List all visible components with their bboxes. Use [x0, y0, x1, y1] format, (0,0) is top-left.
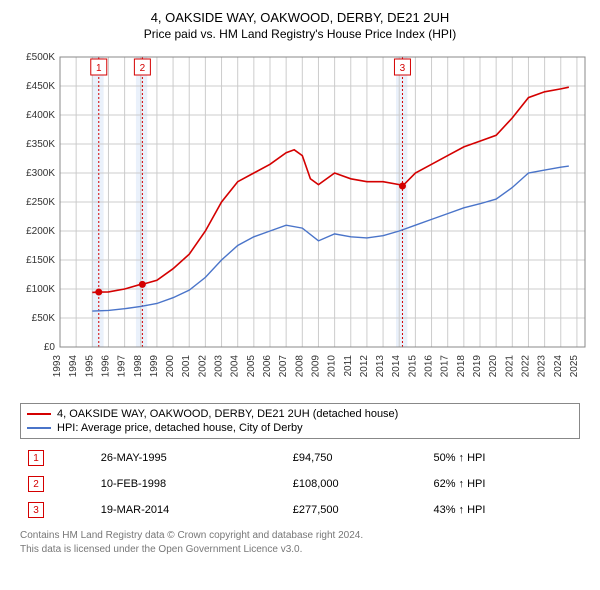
svg-text:£350K: £350K: [26, 139, 55, 150]
svg-text:2008: 2008: [294, 355, 305, 378]
marker-delta: 62% ↑ HPI: [425, 471, 580, 497]
svg-text:2002: 2002: [197, 355, 208, 378]
chart-title-line2: Price paid vs. HM Land Registry's House …: [10, 27, 590, 41]
svg-text:2017: 2017: [440, 355, 451, 378]
sale-markers-table: 1 26-MAY-1995£94,75050% ↑ HPI 2 10-FEB-1998…: [20, 445, 580, 523]
svg-text:1996: 1996: [100, 355, 111, 378]
legend-label: HPI: Average price, detached house, City…: [57, 422, 303, 434]
svg-text:£100K: £100K: [26, 284, 55, 295]
footnote-line2: This data is licensed under the Open Gov…: [20, 543, 580, 557]
svg-text:1995: 1995: [84, 355, 95, 378]
svg-text:2015: 2015: [407, 355, 418, 378]
svg-text:1993: 1993: [52, 355, 63, 378]
svg-text:1: 1: [96, 63, 102, 74]
marker-date: 19-MAR-2014: [93, 497, 285, 523]
svg-text:£300K: £300K: [26, 168, 55, 179]
marker-price: £108,000: [285, 471, 426, 497]
footnote-line1: Contains HM Land Registry data © Crown c…: [20, 529, 580, 543]
svg-text:2021: 2021: [504, 355, 515, 378]
svg-text:1997: 1997: [117, 355, 128, 378]
svg-text:2: 2: [140, 63, 146, 74]
marker-date: 26-MAY-1995: [93, 445, 285, 471]
marker-date: 10-FEB-1998: [93, 471, 285, 497]
svg-text:2018: 2018: [456, 355, 467, 378]
marker-row: 1 26-MAY-1995£94,75050% ↑ HPI: [20, 445, 580, 471]
price-chart: £0 £50K £100K £150K £200K £250K £300K £350K £400…: [10, 47, 590, 397]
svg-text:3: 3: [400, 63, 406, 74]
marker-row: 2 10-FEB-1998£108,00062% ↑ HPI: [20, 471, 580, 497]
marker-delta: 50% ↑ HPI: [425, 445, 580, 471]
legend-swatch: [27, 413, 51, 415]
svg-text:2020: 2020: [488, 355, 499, 378]
marker-price: £277,500: [285, 497, 426, 523]
svg-text:£150K: £150K: [26, 255, 55, 266]
marker-badge: 3: [28, 502, 44, 518]
svg-text:2022: 2022: [520, 355, 531, 378]
svg-text:2024: 2024: [553, 355, 564, 378]
marker-badge: 1: [28, 450, 44, 466]
marker-price: £94,750: [285, 445, 426, 471]
legend-item: 4, OAKSIDE WAY, OAKWOOD, DERBY, DE21 2UH…: [27, 407, 573, 421]
svg-text:2013: 2013: [375, 355, 386, 378]
svg-text:2025: 2025: [569, 355, 580, 378]
marker-delta: 43% ↑ HPI: [425, 497, 580, 523]
svg-text:2019: 2019: [472, 355, 483, 378]
svg-text:2004: 2004: [230, 355, 241, 378]
svg-text:1999: 1999: [149, 355, 160, 378]
svg-text:2009: 2009: [310, 355, 321, 378]
svg-text:£200K: £200K: [26, 226, 55, 237]
svg-text:2016: 2016: [424, 355, 435, 378]
legend-swatch: [27, 427, 51, 429]
svg-text:1994: 1994: [68, 355, 79, 378]
svg-text:£500K: £500K: [26, 52, 55, 63]
footnote: Contains HM Land Registry data © Crown c…: [20, 529, 580, 556]
legend-label: 4, OAKSIDE WAY, OAKWOOD, DERBY, DE21 2UH…: [57, 408, 398, 420]
svg-text:2005: 2005: [246, 355, 257, 378]
marker-row: 3 19-MAR-2014£277,50043% ↑ HPI: [20, 497, 580, 523]
svg-text:2001: 2001: [181, 355, 192, 378]
svg-text:2000: 2000: [165, 355, 176, 378]
svg-text:£250K: £250K: [26, 197, 55, 208]
svg-text:2023: 2023: [537, 355, 548, 378]
legend: 4, OAKSIDE WAY, OAKWOOD, DERBY, DE21 2UH…: [20, 403, 580, 439]
svg-text:2003: 2003: [214, 355, 225, 378]
svg-text:£50K: £50K: [32, 313, 56, 324]
svg-text:£0: £0: [44, 342, 56, 353]
marker-badge: 2: [28, 476, 44, 492]
chart-title-line1: 4, OAKSIDE WAY, OAKWOOD, DERBY, DE21 2UH: [10, 10, 590, 25]
chart-title-block: 4, OAKSIDE WAY, OAKWOOD, DERBY, DE21 2UH…: [10, 10, 590, 41]
legend-item: HPI: Average price, detached house, City…: [27, 421, 573, 435]
svg-text:2010: 2010: [327, 355, 338, 378]
svg-text:2007: 2007: [278, 355, 289, 378]
svg-text:£400K: £400K: [26, 110, 55, 121]
svg-text:2006: 2006: [262, 355, 273, 378]
svg-text:2014: 2014: [391, 355, 402, 378]
chart-container: £0 £50K £100K £150K £200K £250K £300K £350K £400…: [10, 47, 590, 397]
svg-text:1998: 1998: [133, 355, 144, 378]
svg-text:2012: 2012: [359, 355, 370, 378]
svg-text:2011: 2011: [343, 355, 354, 377]
svg-text:£450K: £450K: [26, 81, 55, 92]
